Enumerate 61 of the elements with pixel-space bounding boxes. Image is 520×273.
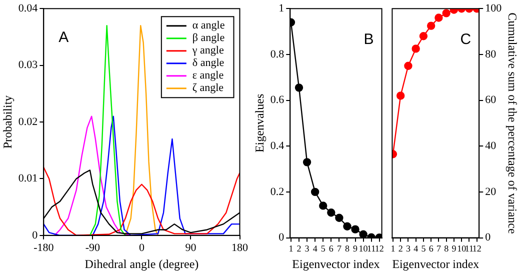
y-tick-label: 0.01 [18,172,38,185]
x-tick-label: 180 [232,242,248,254]
annotation: B [364,31,374,48]
x-tick-label: -180 [34,242,54,254]
y-tick-label: 0 [278,232,285,244]
x-tick-label: 10 [457,244,467,254]
x-tick-label: 1 [390,244,396,254]
x-tick-label: 7 [436,244,442,254]
x-tick-label: 3 [406,244,411,254]
y-tick-label: 0.6 [270,94,285,106]
x-tick-label: 5 [421,244,426,254]
x-tick-label: 11 [367,244,376,254]
x-tick-label: 8 [444,244,450,254]
x-axis-title: Dihedral angle (degree) [84,256,199,271]
x-tick-label: 12 [374,244,384,254]
x-tick-label: 2 [398,244,403,254]
y2-axis-title: Cumulative sum of the percentage of variance [506,12,520,234]
x-tick-label: 0 [138,242,145,254]
legend-label: γ angle [191,44,224,57]
legend-label: δ angle [192,57,224,70]
y-tick-label: 0.4 [270,140,285,152]
x-tick-label: 11 [464,244,474,254]
x-axis-title: Eigenvector index [392,256,480,271]
legend-label: ζ angle [192,82,224,94]
x-tick-label: 9 [452,244,457,254]
y-axis-title: Probability [0,95,14,149]
x-tick-label: 8 [344,244,350,254]
y2-tick-label: 20 [485,186,497,198]
x-tick-label: 6 [328,244,334,254]
x-tick-label: 1 [288,244,294,254]
x-tick-label: 3 [304,244,310,254]
y-tick-label: 0.8 [270,48,285,60]
y-tick-label: 0 [32,229,38,242]
x-tick-label: 9 [353,244,358,254]
y-axis-title: Eigenvalues [252,94,266,153]
legend-label: β angle [192,32,225,44]
annotation: C [460,31,472,48]
y2-tick-label: 100 [485,2,502,14]
x-tick-label: 4 [414,244,419,254]
y-tick-label: 0.02 [18,116,38,128]
x-tick-label: -90 [85,242,100,254]
y2-tick-label: 0 [485,232,492,244]
x-axis-title: Eigenvector index [292,256,380,271]
y2-tick-label: 60 [485,94,497,106]
x-tick-label: 6 [428,244,434,254]
legend-label: ε angle [192,70,224,82]
y-tick-label: 0.04 [18,2,38,14]
y-tick-label: 0.03 [18,59,38,72]
x-tick-label: 12 [472,244,482,254]
x-tick-label: 90 [185,242,197,254]
y-tick-label: 0.2 [270,186,284,198]
x-tick-label: 4 [312,244,318,254]
legend-label: α angle [192,20,225,32]
x-tick-label: 10 [358,244,368,254]
x-tick-label: 7 [336,244,342,254]
x-tick-label: 2 [296,244,302,254]
annotation: A [58,29,69,46]
y-tick-label: 1 [278,2,284,14]
y2-tick-label: 40 [485,140,497,152]
y2-tick-label: 80 [485,48,497,60]
x-tick-label: 5 [320,244,326,254]
